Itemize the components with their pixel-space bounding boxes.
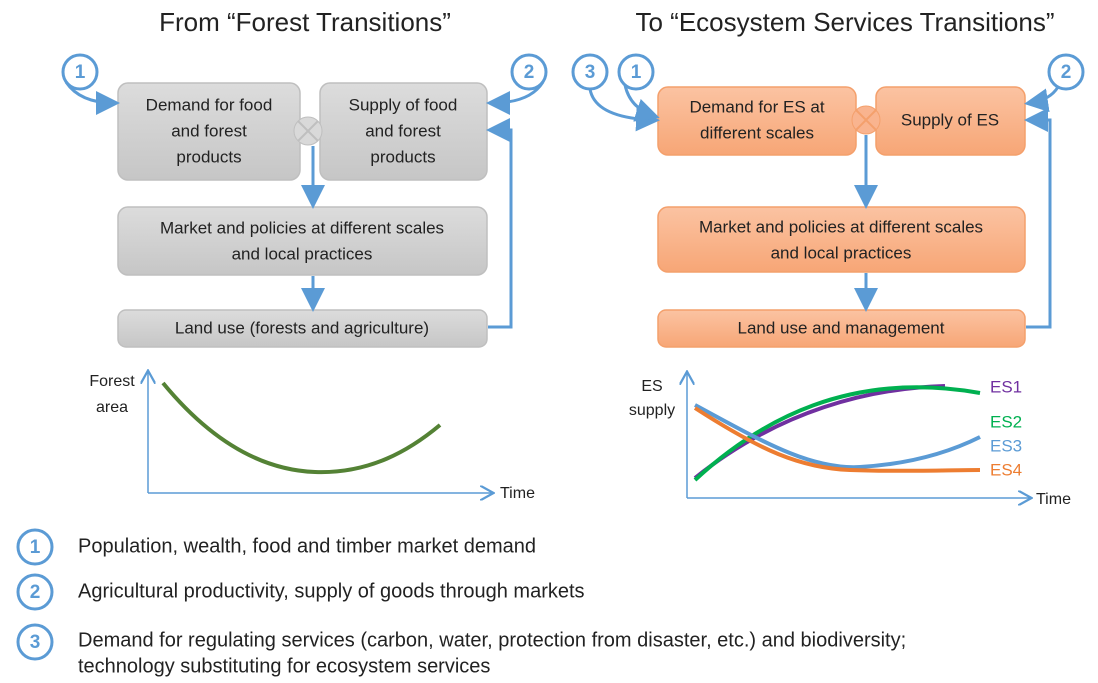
arrow xyxy=(1024,86,1060,113)
box-text: different scales xyxy=(700,123,814,142)
box-text: and local practices xyxy=(771,243,912,262)
box-text: Supply of ES xyxy=(901,110,999,129)
legend-text: technology substituting for ecosystem se… xyxy=(78,655,490,677)
y-label: supply xyxy=(629,402,675,419)
cross xyxy=(297,120,319,142)
marker-number: 2 xyxy=(524,62,535,83)
marker-number: 1 xyxy=(631,62,642,83)
curve xyxy=(161,381,442,475)
box-text: and forest xyxy=(365,121,441,140)
box-text: Demand for ES at xyxy=(689,97,824,116)
curve xyxy=(693,406,981,473)
curve-label: ES3 xyxy=(990,436,1022,455)
box-text: Land use and management xyxy=(738,318,945,337)
marker xyxy=(16,528,54,566)
arrow xyxy=(1024,108,1052,329)
arrow xyxy=(486,118,513,329)
marker xyxy=(617,53,655,91)
arrow xyxy=(588,88,660,132)
marker xyxy=(510,53,548,91)
marker xyxy=(61,53,99,91)
legend-text: Population, wealth, food and timber mark… xyxy=(78,535,536,557)
marker-number: 2 xyxy=(1061,62,1072,83)
x-label: Time xyxy=(500,485,535,502)
marker-number: 1 xyxy=(75,62,86,83)
legend-text: Agricultural productivity, supply of goo… xyxy=(78,580,585,602)
box xyxy=(657,206,1026,273)
cross xyxy=(855,109,877,131)
marker xyxy=(16,623,54,661)
curve-label: ES1 xyxy=(990,377,1022,396)
y-label: ES xyxy=(641,378,662,395)
marker-number: 3 xyxy=(30,632,41,653)
box-text: Market and policies at different scales xyxy=(699,217,983,236)
box-text: Demand for food xyxy=(146,95,273,114)
box-text: Market and policies at different scales xyxy=(160,218,444,237)
marker xyxy=(1047,53,1085,91)
left-title: From “Forest Transitions” xyxy=(159,7,451,37)
y-label: area xyxy=(96,399,128,416)
curve-label: ES2 xyxy=(990,412,1022,431)
box-text: and forest xyxy=(171,121,247,140)
legend-text: Demand for regulating services (carbon, … xyxy=(78,629,906,651)
y-label: Forest xyxy=(89,373,135,390)
x-label: Time xyxy=(1036,491,1071,508)
arrow xyxy=(623,84,660,122)
arrow xyxy=(64,81,120,115)
box-text: Land use (forests and agriculture) xyxy=(175,318,429,337)
box-text: and local practices xyxy=(232,244,373,263)
arrow xyxy=(486,81,545,115)
box xyxy=(117,206,488,276)
marker-number: 2 xyxy=(30,582,41,603)
box-text: products xyxy=(176,147,241,166)
curve xyxy=(693,385,981,482)
marker xyxy=(16,573,54,611)
marker-number: 1 xyxy=(30,537,41,558)
marker-number: 3 xyxy=(585,62,596,83)
box-text: products xyxy=(370,147,435,166)
box-text: Supply of food xyxy=(349,95,458,114)
curve xyxy=(694,403,981,470)
box xyxy=(657,309,1026,348)
right-title: To “Ecosystem Services Transitions” xyxy=(635,7,1054,37)
curve-label: ES4 xyxy=(990,460,1022,479)
